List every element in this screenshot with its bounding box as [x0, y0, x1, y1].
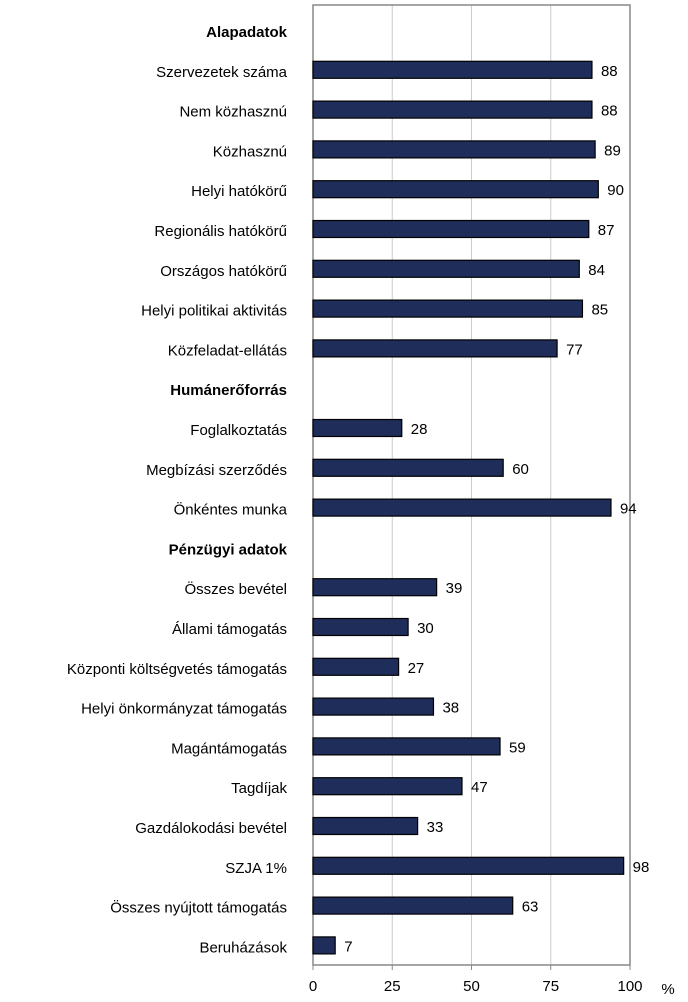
y-tick-label: Magántámogatás	[171, 740, 287, 757]
bar	[312, 617, 409, 637]
value-label: 87	[598, 222, 615, 239]
y-tick-label: Összes nyújtott támogatás	[110, 899, 287, 917]
value-label: 77	[566, 341, 583, 358]
value-label: 89	[604, 142, 621, 159]
bar	[312, 299, 584, 318]
y-tick-label: Állami támogatás	[172, 621, 287, 638]
y-tick-label: Közfeladat-ellátás	[168, 342, 287, 359]
y-tick-label: Regionális hatókörű	[154, 223, 287, 240]
value-label: 39	[446, 580, 463, 597]
y-tick-label: Helyi hatókörű	[191, 183, 287, 200]
x-tick-label: 25	[384, 978, 401, 995]
bar	[312, 777, 463, 796]
y-tick-label: Országos hatókörű	[160, 263, 287, 280]
bar	[312, 896, 514, 915]
value-label: 28	[411, 421, 428, 438]
bar	[312, 100, 593, 119]
bar	[312, 578, 438, 597]
value-label: 38	[442, 700, 459, 717]
y-tick-label: Foglalkoztatás	[190, 422, 287, 439]
bar	[312, 140, 596, 159]
value-label: 27	[408, 660, 425, 677]
x-tick-label: 50	[463, 978, 480, 995]
bar	[312, 60, 593, 79]
value-label: 84	[588, 262, 605, 279]
plot-frame	[312, 4, 631, 966]
bar	[312, 816, 419, 836]
y-tick-label: Önkéntes munka	[174, 501, 288, 519]
y-tick-label: Nem közhasznú	[179, 104, 287, 121]
value-label: 59	[509, 739, 526, 756]
y-tick-label: Alapadatok	[206, 24, 288, 41]
x-tick-label: 100	[617, 978, 642, 995]
x-axis-label: %	[661, 981, 674, 998]
value-label: 90	[607, 182, 624, 199]
bar	[312, 657, 400, 676]
value-label: 30	[417, 620, 434, 637]
y-tick-label: Szervezetek száma	[156, 64, 288, 81]
bar	[312, 737, 501, 756]
y-tick-label: Központi költségvetés támogatás	[67, 661, 287, 678]
bar	[312, 259, 580, 278]
bar	[312, 856, 625, 875]
value-label: 47	[471, 779, 488, 796]
bar	[312, 339, 558, 358]
value-label: 63	[522, 899, 539, 916]
bar	[312, 458, 504, 477]
value-label: 94	[620, 501, 637, 518]
y-tick-label: Humánerőforrás	[170, 382, 287, 399]
x-tick-label: 0	[309, 978, 317, 995]
y-tick-label: Helyi önkormányzat támogatás	[81, 701, 287, 718]
bar	[312, 418, 403, 438]
y-tick-label: Beruházások	[199, 939, 287, 956]
value-label: 85	[591, 302, 608, 319]
y-tick-label: Megbízási szerződés	[146, 462, 287, 479]
y-tick-label: Helyi politikai aktivitás	[141, 303, 287, 320]
y-tick-label: Gazdálokodási bevétel	[135, 820, 287, 837]
bar	[312, 498, 612, 517]
y-tick-label: Összes bevétel	[184, 580, 287, 598]
value-label: 60	[512, 461, 529, 478]
value-label: 88	[601, 103, 618, 120]
value-label: 33	[427, 819, 444, 836]
bar	[312, 936, 336, 955]
y-tick-label: Pénzügyi adatok	[169, 541, 288, 558]
x-tick-label: 75	[542, 978, 559, 995]
value-label: 7	[344, 938, 352, 955]
y-tick-label: Tagdíjak	[231, 780, 287, 797]
y-tick-label: Közhasznú	[213, 143, 287, 160]
value-label: 88	[601, 63, 618, 80]
y-tick-label: SZJA 1%	[225, 860, 287, 877]
value-label: 98	[633, 859, 650, 876]
bar	[312, 219, 590, 239]
bar	[312, 697, 435, 716]
bar	[312, 180, 599, 199]
